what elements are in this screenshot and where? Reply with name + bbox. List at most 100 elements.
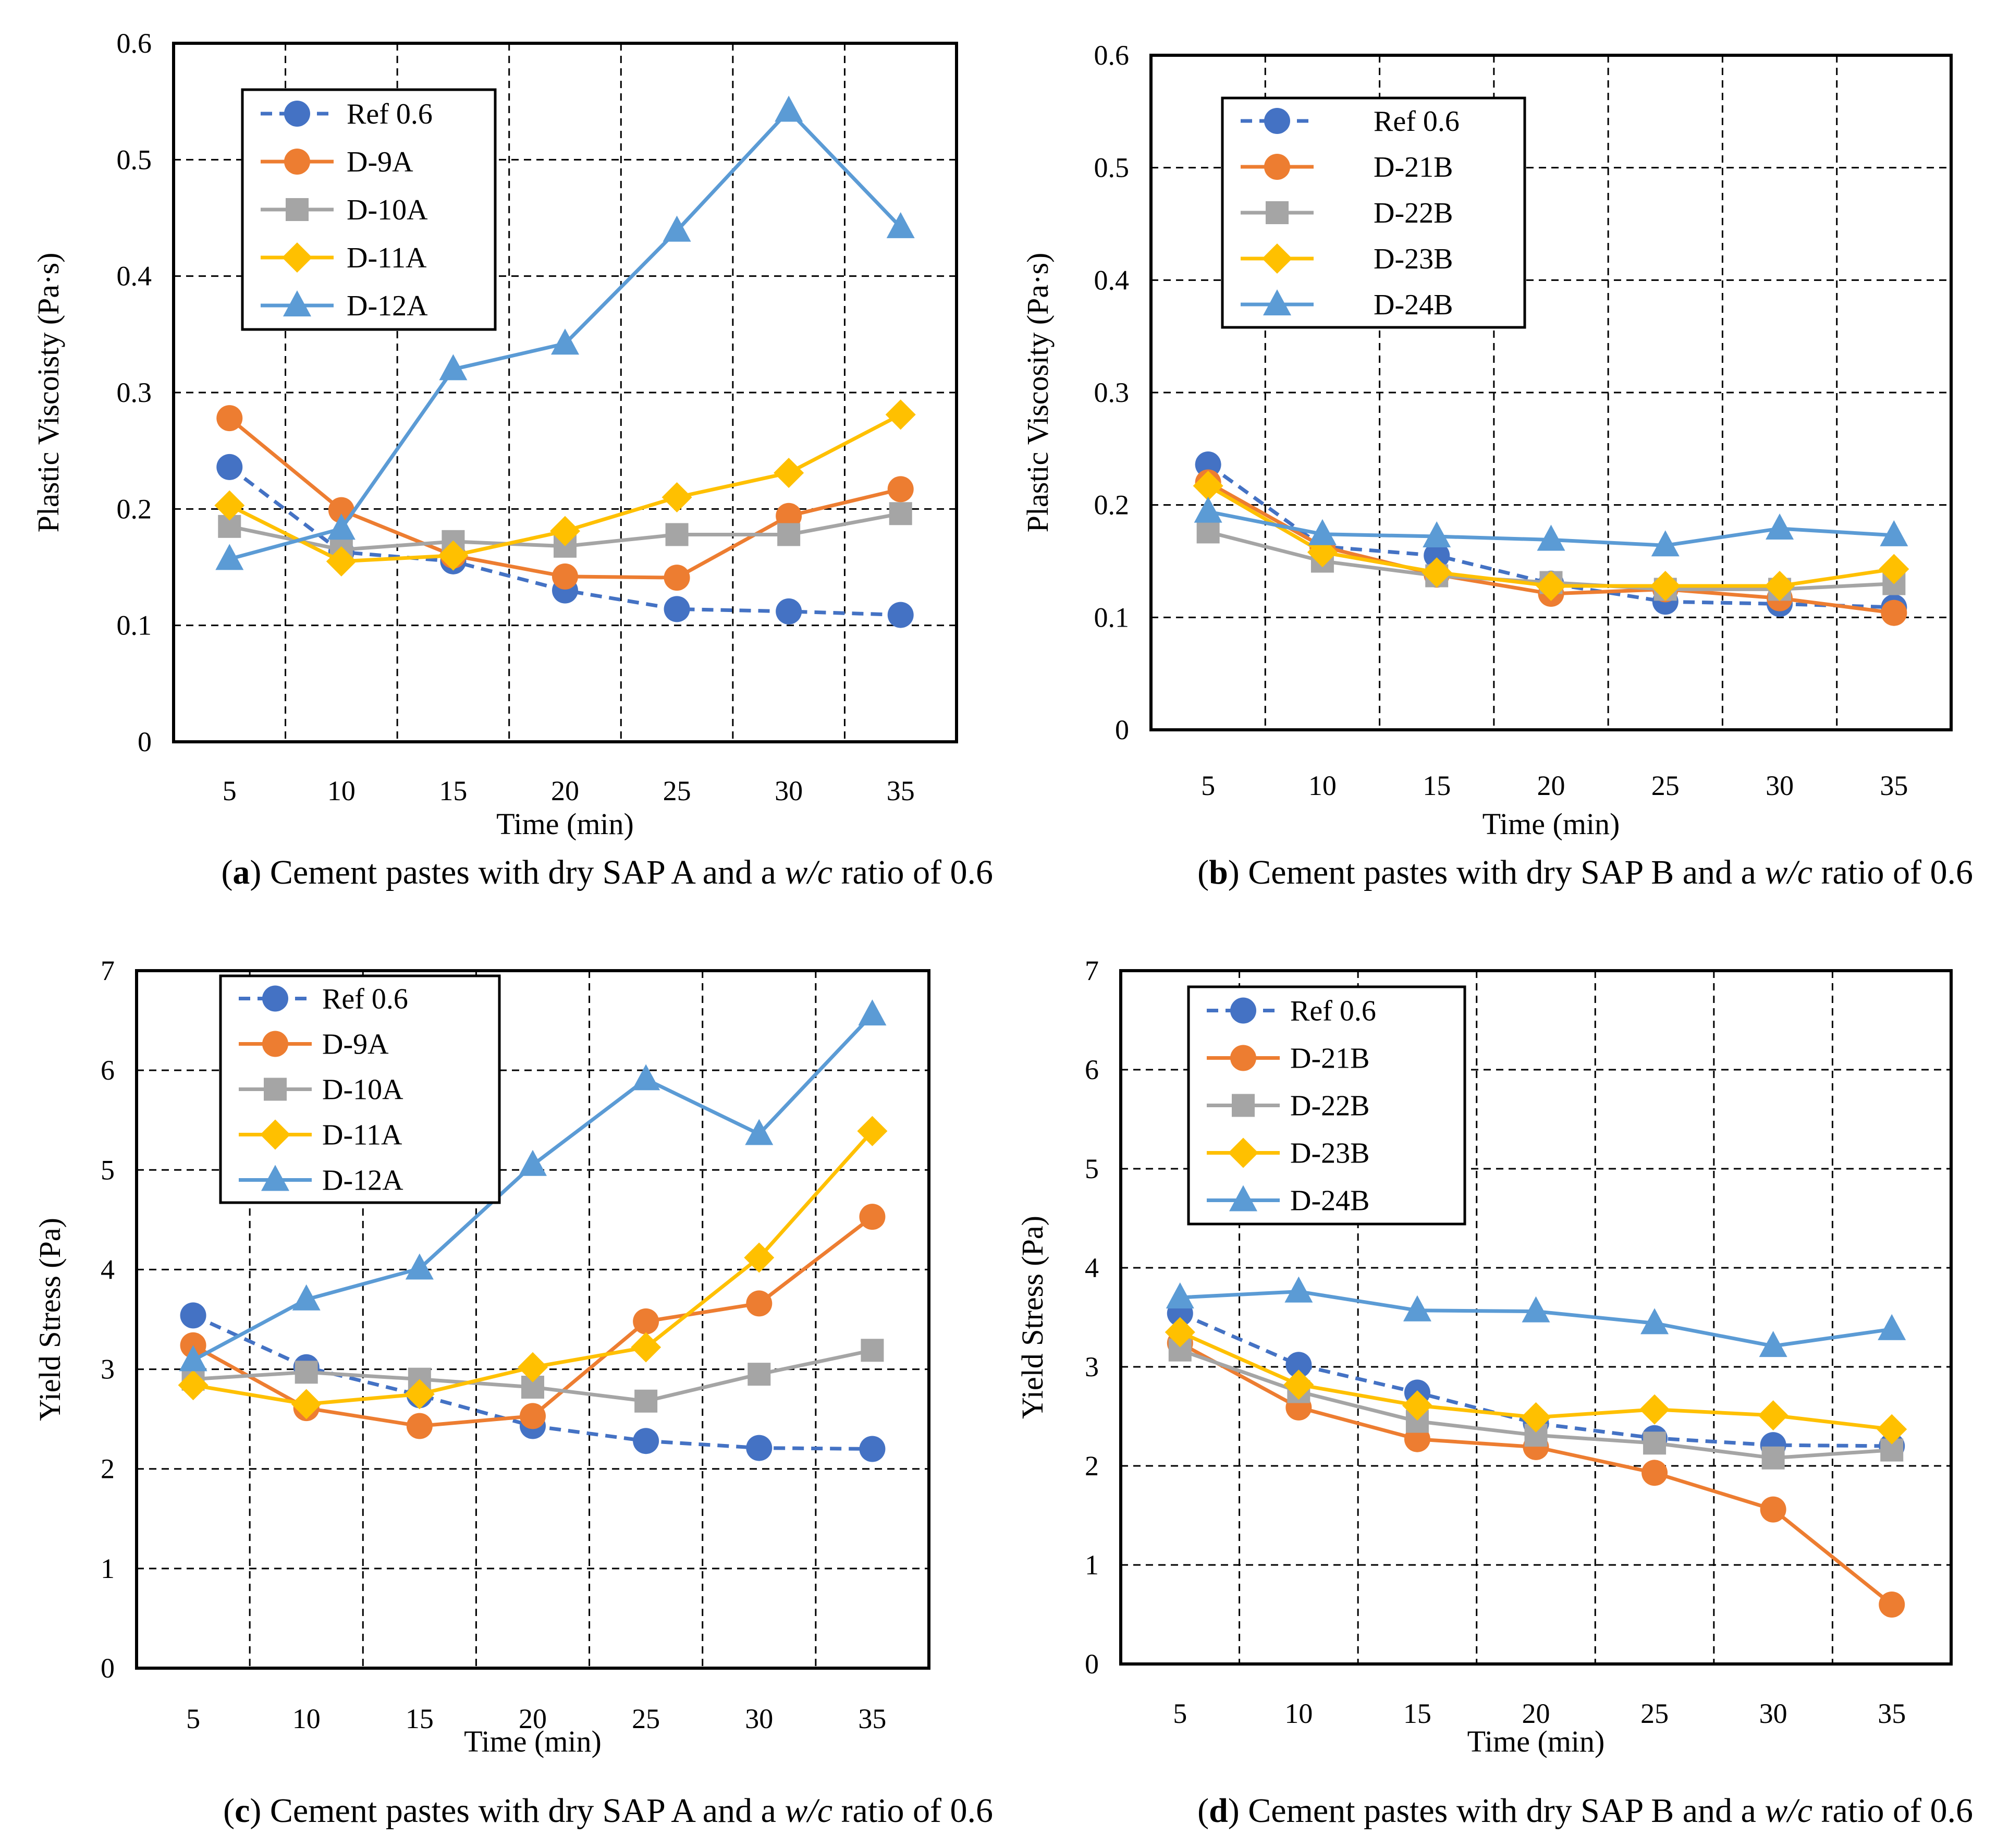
x-tick-label: 5	[223, 775, 237, 806]
x-tick-label: 20	[1522, 1698, 1550, 1729]
legend-swatch-marker	[1264, 108, 1290, 134]
data-point	[180, 1302, 206, 1329]
legend-label: D-10A	[322, 1074, 403, 1106]
data-point	[887, 602, 914, 628]
x-tick-label: 10	[1284, 1698, 1313, 1729]
x-tick-label: 25	[632, 1703, 660, 1734]
data-point	[633, 1428, 659, 1454]
legend-swatch-marker	[283, 290, 311, 316]
data-point	[1879, 1592, 1905, 1618]
chart-panel-b: 0 0.1 0.2 0.3 0.4 0.5 0.6 5 10 15 20 25 30 35 Time (mi…	[1021, 40, 1973, 891]
y-tick-label: 0.1	[1094, 602, 1130, 633]
legend-label: D-11A	[322, 1119, 402, 1152]
y-tick-label: 6	[1085, 1054, 1099, 1085]
data-point	[861, 1339, 884, 1362]
data-point	[214, 490, 245, 521]
data-point	[1758, 1400, 1788, 1431]
x-tick-label: 30	[745, 1703, 773, 1734]
y-tick-label: 1	[101, 1553, 115, 1584]
legend-label: D-12A	[347, 290, 428, 322]
data-point	[1878, 1314, 1906, 1340]
caption-end: ratio of 0.6	[832, 853, 993, 891]
panel-caption: (d) Cement pastes with dry SAP B and a w…	[1197, 1792, 1973, 1830]
series-d-11a	[178, 1116, 888, 1419]
legend-label: D-23B	[1374, 243, 1453, 275]
data-point	[748, 1363, 771, 1386]
y-tick-label: 0	[1085, 1648, 1099, 1680]
series-d-23b	[1165, 1317, 1907, 1445]
data-point	[1422, 557, 1452, 588]
data-point	[1643, 1431, 1667, 1455]
data-point	[1639, 1394, 1670, 1425]
plot-area-border	[135, 969, 930, 1670]
y-tick-label: 4	[1085, 1252, 1099, 1283]
caption-paren-open: (	[1197, 1792, 1209, 1830]
legend-label: Ref 0.6	[322, 983, 408, 1015]
data-point	[439, 354, 468, 381]
y-tick-label: 1	[1085, 1549, 1099, 1581]
y-tick-label: 0	[138, 726, 152, 757]
data-point	[886, 212, 915, 238]
x-tick-label: 20	[1537, 770, 1565, 801]
legend-label: D-9A	[347, 146, 413, 178]
caption-end: ratio of 0.6	[1812, 1792, 1973, 1830]
y-tick-label: 2	[1085, 1450, 1099, 1482]
x-tick-label: 35	[1878, 1698, 1906, 1729]
x-tick-label: 20	[519, 1703, 547, 1734]
data-point	[216, 405, 243, 432]
legend-label: Ref 0.6	[1290, 995, 1376, 1027]
x-tick-label: 35	[887, 775, 915, 806]
caption-label: d	[1209, 1792, 1228, 1830]
x-tick-label: 25	[663, 775, 691, 806]
data-point	[746, 1435, 773, 1461]
data-point	[550, 516, 580, 546]
gridlines	[1151, 55, 1951, 730]
y-tick-label: 7	[1085, 955, 1099, 986]
legend-label: D-12A	[322, 1165, 403, 1197]
x-tick-label: 35	[858, 1703, 886, 1734]
plot-area-border	[1119, 969, 1953, 1666]
data-point	[664, 596, 690, 622]
data-point	[1765, 570, 1795, 601]
legend-swatch-marker	[1232, 1094, 1255, 1117]
data-point	[774, 458, 804, 488]
x-axis-title: Time (min)	[1467, 1724, 1605, 1758]
data-point	[1766, 513, 1794, 540]
data-point	[1403, 1295, 1431, 1321]
data-point	[776, 503, 802, 529]
legend: Ref 0.6 D-21B D-22B D-23B D-24B	[1187, 985, 1466, 1226]
data-point	[777, 523, 801, 546]
y-tick-label: 0.4	[117, 261, 152, 292]
legend-label: D-11A	[347, 242, 427, 274]
y-tick-label: 0.2	[1094, 489, 1130, 521]
data-point	[404, 1379, 435, 1410]
data-point	[1283, 1369, 1314, 1400]
y-tick-label: 0	[101, 1653, 115, 1684]
legend-swatch-marker	[282, 242, 312, 273]
data-point	[1424, 542, 1450, 569]
data-point	[552, 563, 578, 590]
x-tick-label: 30	[775, 775, 803, 806]
legend: Ref 0.6 D-21B D-22B D-23B D-24B	[1221, 96, 1526, 329]
y-tick-label: 0.5	[117, 144, 152, 175]
legend-swatch-marker	[262, 1031, 288, 1057]
y-axis-title: Yield Stress (Pa)	[1015, 1216, 1049, 1419]
caption-text: Cement pastes with dry SAP A and a	[261, 853, 785, 891]
legend-swatch-marker	[1228, 1137, 1258, 1168]
data-point	[1166, 1282, 1194, 1308]
y-tick-label: 0.3	[117, 377, 152, 408]
legend-swatch-marker	[1263, 289, 1291, 315]
data-point	[520, 1403, 546, 1429]
x-tick-label: 30	[1759, 1698, 1787, 1729]
data-point	[859, 1436, 886, 1462]
data-point	[1651, 530, 1680, 557]
y-tick-label: 3	[101, 1354, 115, 1385]
data-point	[1285, 1352, 1312, 1378]
legend-label: D-24B	[1374, 289, 1453, 321]
data-point	[858, 999, 887, 1026]
data-point	[1195, 451, 1221, 478]
data-point	[632, 1064, 660, 1091]
data-point	[885, 399, 916, 430]
plot-area-border	[172, 42, 958, 743]
